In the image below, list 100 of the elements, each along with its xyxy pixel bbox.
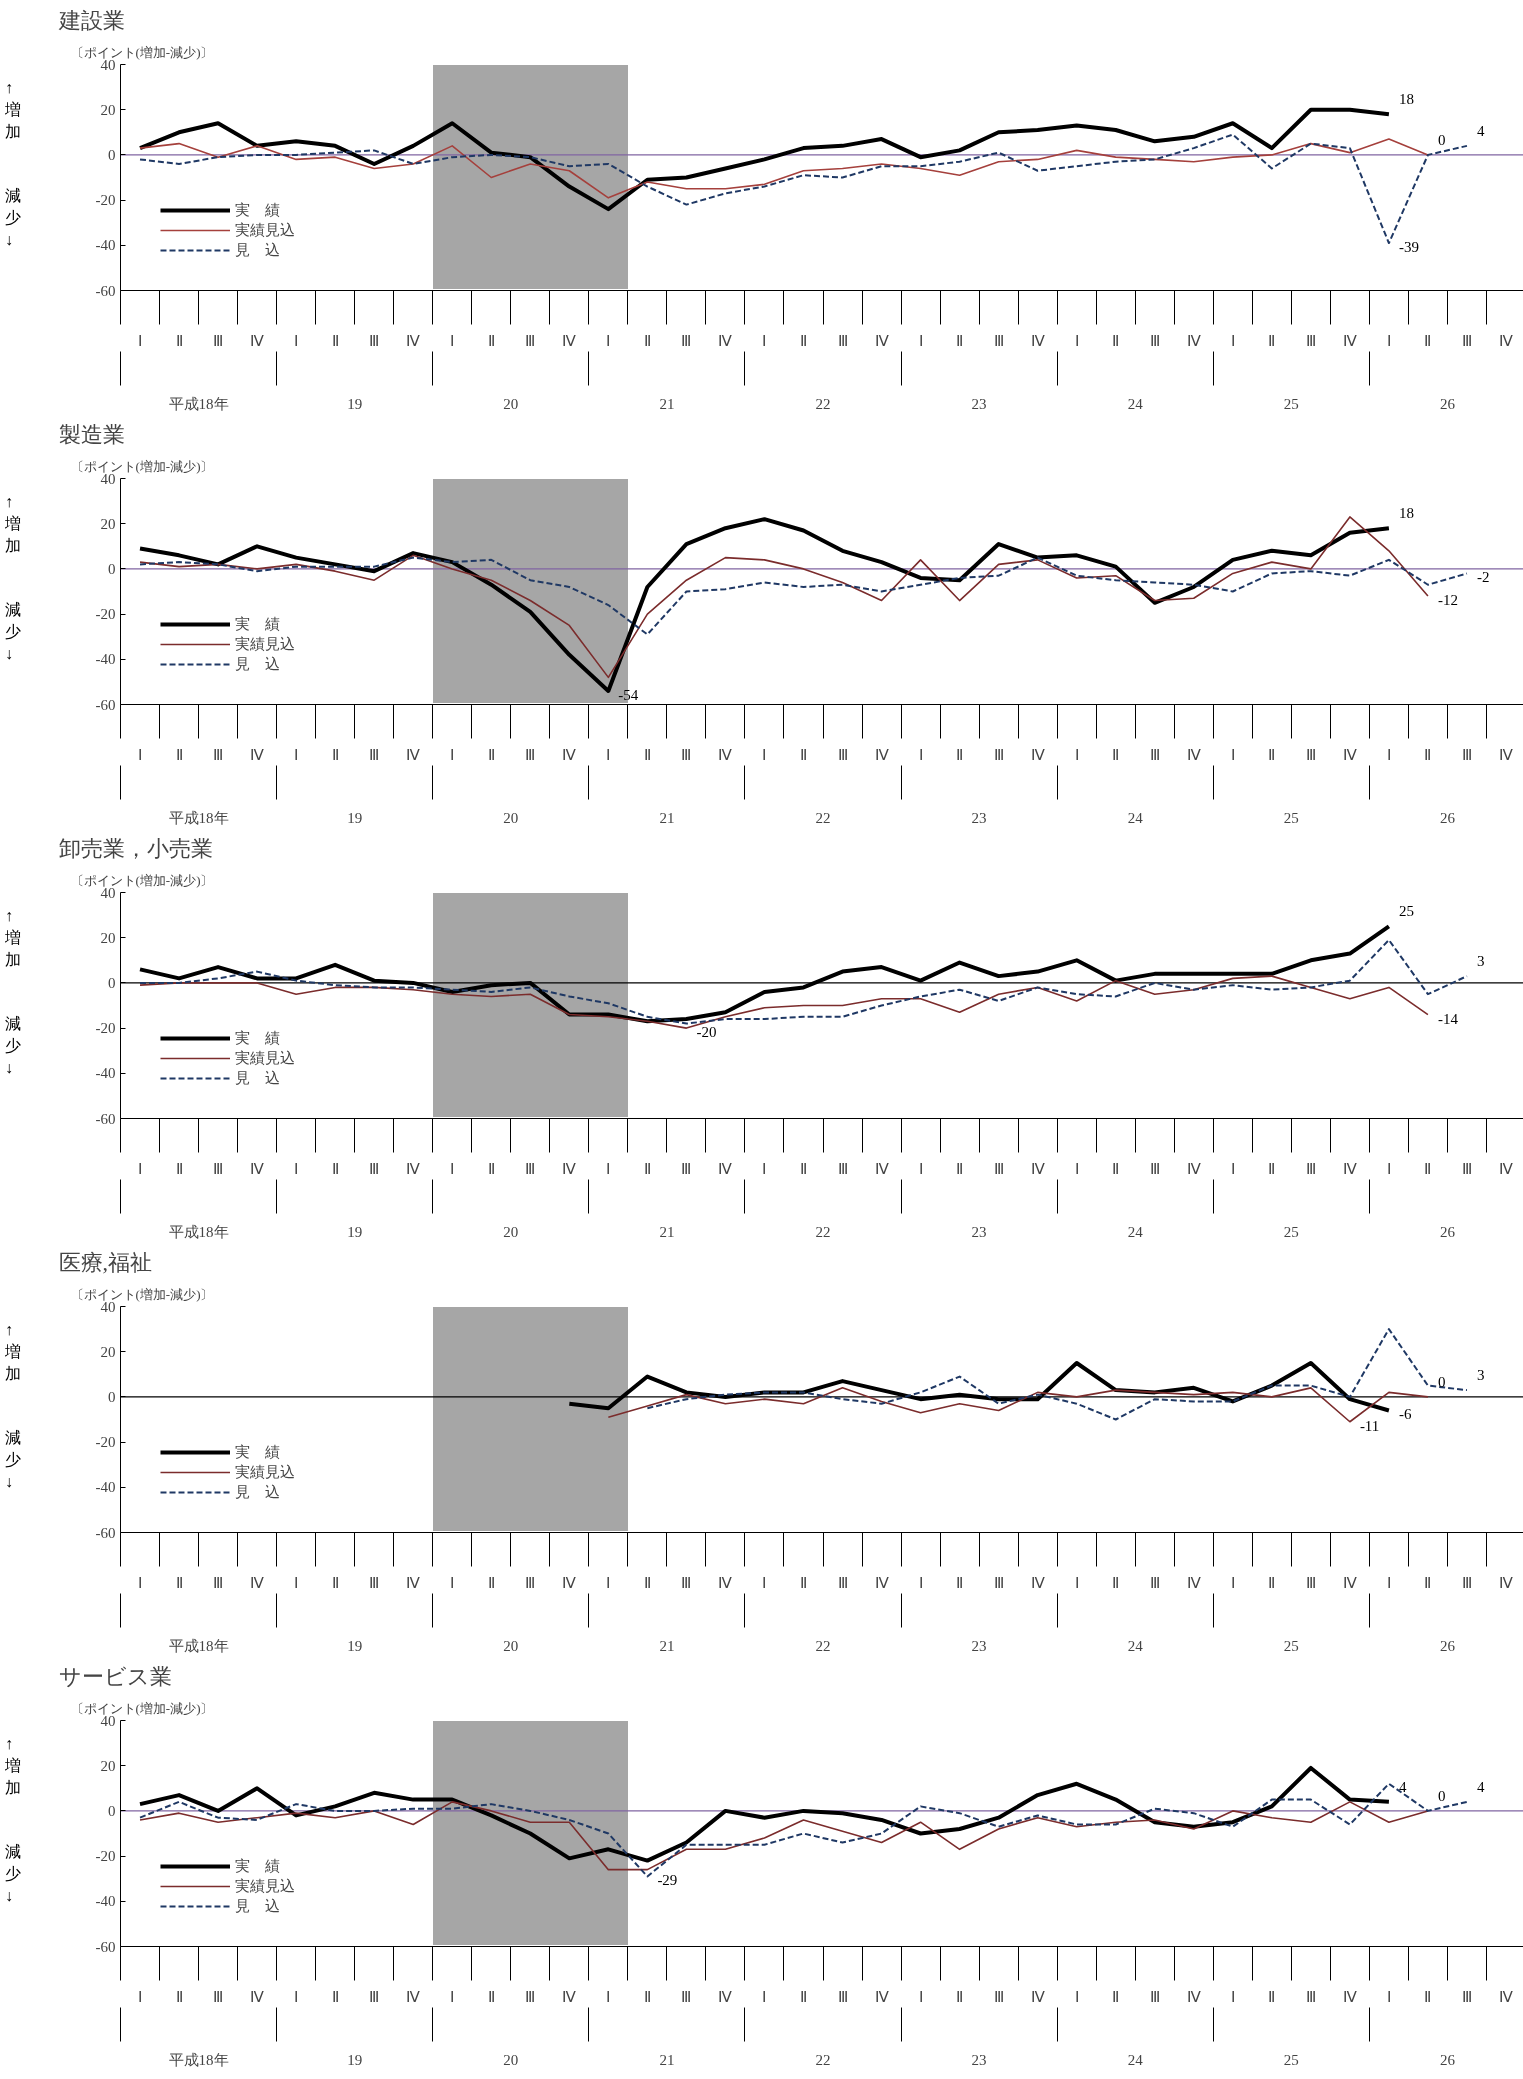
text: 20: [503, 809, 519, 826]
x-tick-label: Ⅰ: [1386, 1574, 1391, 1591]
x-tick-label: Ⅲ: [1305, 1574, 1316, 1591]
x-tick-label: Ⅱ: [956, 1160, 964, 1177]
text: 平成18年: [168, 809, 229, 826]
x-tick-label: Ⅳ: [1498, 1574, 1513, 1591]
x-tick-label: Ⅱ: [175, 1988, 183, 2005]
y-tick-label: -40: [95, 651, 116, 668]
text: 25: [1283, 2051, 1299, 2068]
x-tick-label: Ⅰ: [450, 1160, 455, 1177]
x-tick-label: Ⅰ: [294, 1160, 299, 1177]
legend-label: 実績見込: [235, 220, 295, 240]
x-tick-label: Ⅲ: [213, 332, 224, 349]
y-tick-label: 20: [100, 929, 116, 946]
y-tick-label: -40: [95, 1893, 116, 1910]
text: 26: [1439, 809, 1456, 826]
y-tick-label: -20: [95, 1434, 116, 1451]
x-tick-label: Ⅰ: [606, 1988, 611, 2005]
x-tick-label: Ⅲ: [1149, 332, 1160, 349]
data-label: 18: [1398, 91, 1414, 108]
x-tick-label: Ⅰ: [762, 1160, 767, 1177]
x-tick-label: Ⅲ: [369, 1988, 380, 2005]
x-tick-label: Ⅲ: [681, 1574, 692, 1591]
x-tick-label: Ⅳ: [562, 1160, 577, 1177]
legend-label: 見 込: [235, 1896, 280, 1916]
x-tick-label: Ⅰ: [918, 1988, 923, 2005]
text: 22: [815, 395, 831, 412]
x-tick-label: Ⅰ: [138, 332, 143, 349]
chart-subtitle: 〔ポイント(増加-減少)〕: [70, 1700, 214, 1716]
x-tick-label: Ⅳ: [1498, 332, 1513, 349]
x-tick-label: Ⅳ: [874, 746, 889, 763]
text: 19: [347, 2051, 363, 2068]
data-label: 0: [1437, 1787, 1446, 1804]
text: 19: [347, 809, 363, 826]
x-tick-label: Ⅱ: [331, 746, 339, 763]
x-tick-label: Ⅲ: [525, 746, 536, 763]
x-tick-label: Ⅳ: [1186, 1988, 1201, 2005]
x-tick-label: Ⅰ: [1386, 1988, 1391, 2005]
y-tick-label: -60: [95, 696, 116, 713]
x-tick-label: Ⅳ: [874, 1988, 889, 2005]
legend-label: 実績見込: [235, 1048, 295, 1068]
x-tick-label: Ⅱ: [956, 1574, 964, 1591]
text: 19: [347, 1223, 363, 1240]
text: 減少↓: [5, 600, 22, 664]
x-tick-label: Ⅰ: [762, 332, 767, 349]
x-tick-label: Ⅲ: [369, 1574, 380, 1591]
x-tick-label: Ⅳ: [874, 1574, 889, 1591]
x-tick-label: Ⅰ: [1386, 332, 1391, 349]
x-tick-label: Ⅲ: [369, 332, 380, 349]
text: 26: [1439, 395, 1456, 412]
x-tick-label: Ⅳ: [250, 1988, 265, 2005]
x-tick-label: Ⅳ: [562, 1574, 577, 1591]
data-label: -39: [1398, 239, 1419, 256]
x-tick-label: Ⅱ: [487, 1160, 495, 1177]
x-tick-label: Ⅰ: [1230, 1574, 1235, 1591]
x-tick-label: Ⅰ: [1230, 746, 1235, 763]
x-tick-label: Ⅳ: [562, 746, 577, 763]
text: 25: [1283, 395, 1299, 412]
data-label: -12: [1437, 592, 1458, 609]
x-tick-label: Ⅰ: [1230, 332, 1235, 349]
x-tick-label: Ⅳ: [406, 332, 421, 349]
x-tick-label: Ⅱ: [799, 1160, 807, 1177]
x-tick-label: Ⅳ: [1030, 332, 1045, 349]
x-tick-label: Ⅱ: [487, 332, 495, 349]
y-tick-label: -60: [95, 282, 116, 299]
x-tick-label: Ⅲ: [213, 1574, 224, 1591]
x-tick-label: Ⅰ: [606, 1574, 611, 1591]
x-tick-label: Ⅳ: [1186, 746, 1201, 763]
text: 22: [815, 1223, 831, 1240]
x-tick-label: Ⅳ: [562, 1988, 577, 2005]
x-tick-label: Ⅳ: [250, 332, 265, 349]
x-tick-label: Ⅱ: [1112, 746, 1120, 763]
data-label: 0: [1437, 131, 1446, 148]
x-tick-label: Ⅱ: [1112, 1988, 1120, 2005]
text: 21: [659, 1637, 675, 1654]
x-tick-label: Ⅳ: [1342, 332, 1357, 349]
chart-title: 製造業: [58, 421, 125, 447]
x-tick-label: Ⅱ: [331, 1160, 339, 1177]
x-tick-label: Ⅱ: [956, 332, 964, 349]
x-tick-label: Ⅲ: [837, 1160, 848, 1177]
text: ↑増加: [5, 78, 22, 142]
text: 平成18年: [168, 1637, 229, 1654]
legend-label: 実 績: [235, 1856, 280, 1876]
data-label: 3: [1476, 953, 1485, 970]
x-tick-label: Ⅱ: [487, 746, 495, 763]
x-tick-label: Ⅱ: [799, 332, 807, 349]
x-tick-label: Ⅱ: [956, 1988, 964, 2005]
x-tick-label: Ⅳ: [1186, 1574, 1201, 1591]
x-tick-label: Ⅱ: [1424, 332, 1432, 349]
x-tick-label: Ⅱ: [1112, 332, 1120, 349]
x-tick-label: Ⅲ: [1461, 1988, 1472, 2005]
text: 20: [503, 1637, 519, 1654]
x-tick-label: Ⅰ: [138, 1574, 143, 1591]
x-tick-label: Ⅱ: [1112, 1574, 1120, 1591]
text: 21: [659, 809, 675, 826]
y-tick-label: -40: [95, 1479, 116, 1496]
x-tick-label: Ⅲ: [681, 746, 692, 763]
x-tick-label: Ⅱ: [1424, 1574, 1432, 1591]
legend-label: 実績見込: [235, 1462, 295, 1482]
x-tick-label: Ⅱ: [643, 746, 651, 763]
